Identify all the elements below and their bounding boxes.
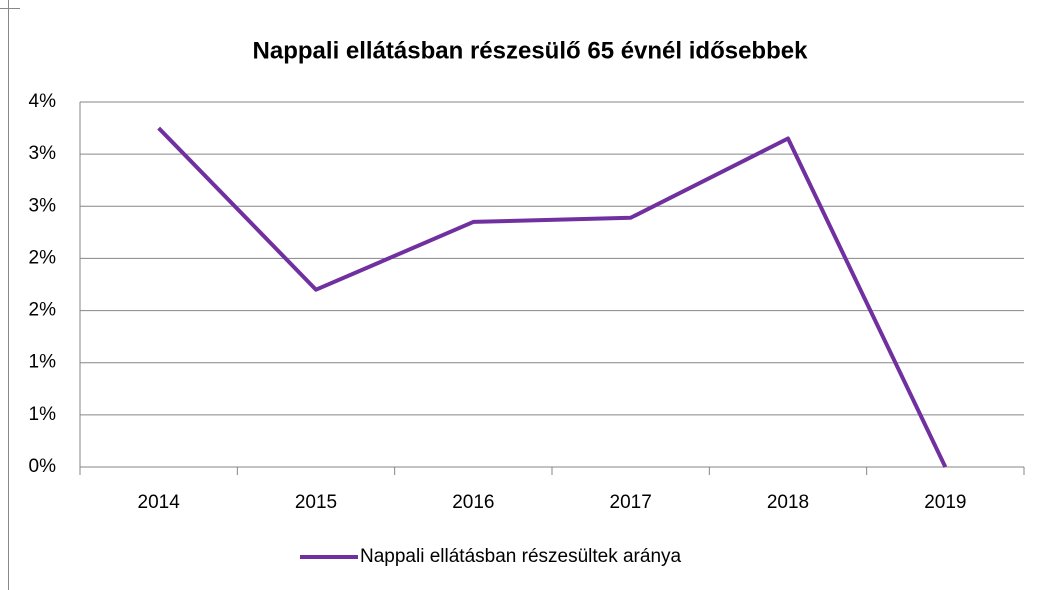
chart-title: Nappali ellátásban részesülő 65 évnél id… xyxy=(253,37,809,64)
x-tick-label: 2019 xyxy=(924,492,966,513)
x-tick-label: 2016 xyxy=(452,492,494,513)
y-tick-label: 2% xyxy=(29,300,57,321)
legend-label: Nappali ellátásban részesültek aránya xyxy=(360,546,682,567)
x-tick-label: 2017 xyxy=(610,492,652,513)
y-tick-label: 1% xyxy=(29,404,57,425)
y-tick-label: 3% xyxy=(29,143,57,164)
y-tick-label: 0% xyxy=(29,456,57,477)
series-line xyxy=(157,126,948,468)
x-tick-label: 2014 xyxy=(138,492,181,513)
y-tick-label: 4% xyxy=(29,91,57,112)
y-tick-label: 1% xyxy=(29,352,57,373)
x-tick-label: 2018 xyxy=(767,492,809,513)
x-tick-label: 2015 xyxy=(295,492,337,513)
y-tick-label: 2% xyxy=(29,247,57,268)
y-tick-label: 3% xyxy=(29,195,57,216)
